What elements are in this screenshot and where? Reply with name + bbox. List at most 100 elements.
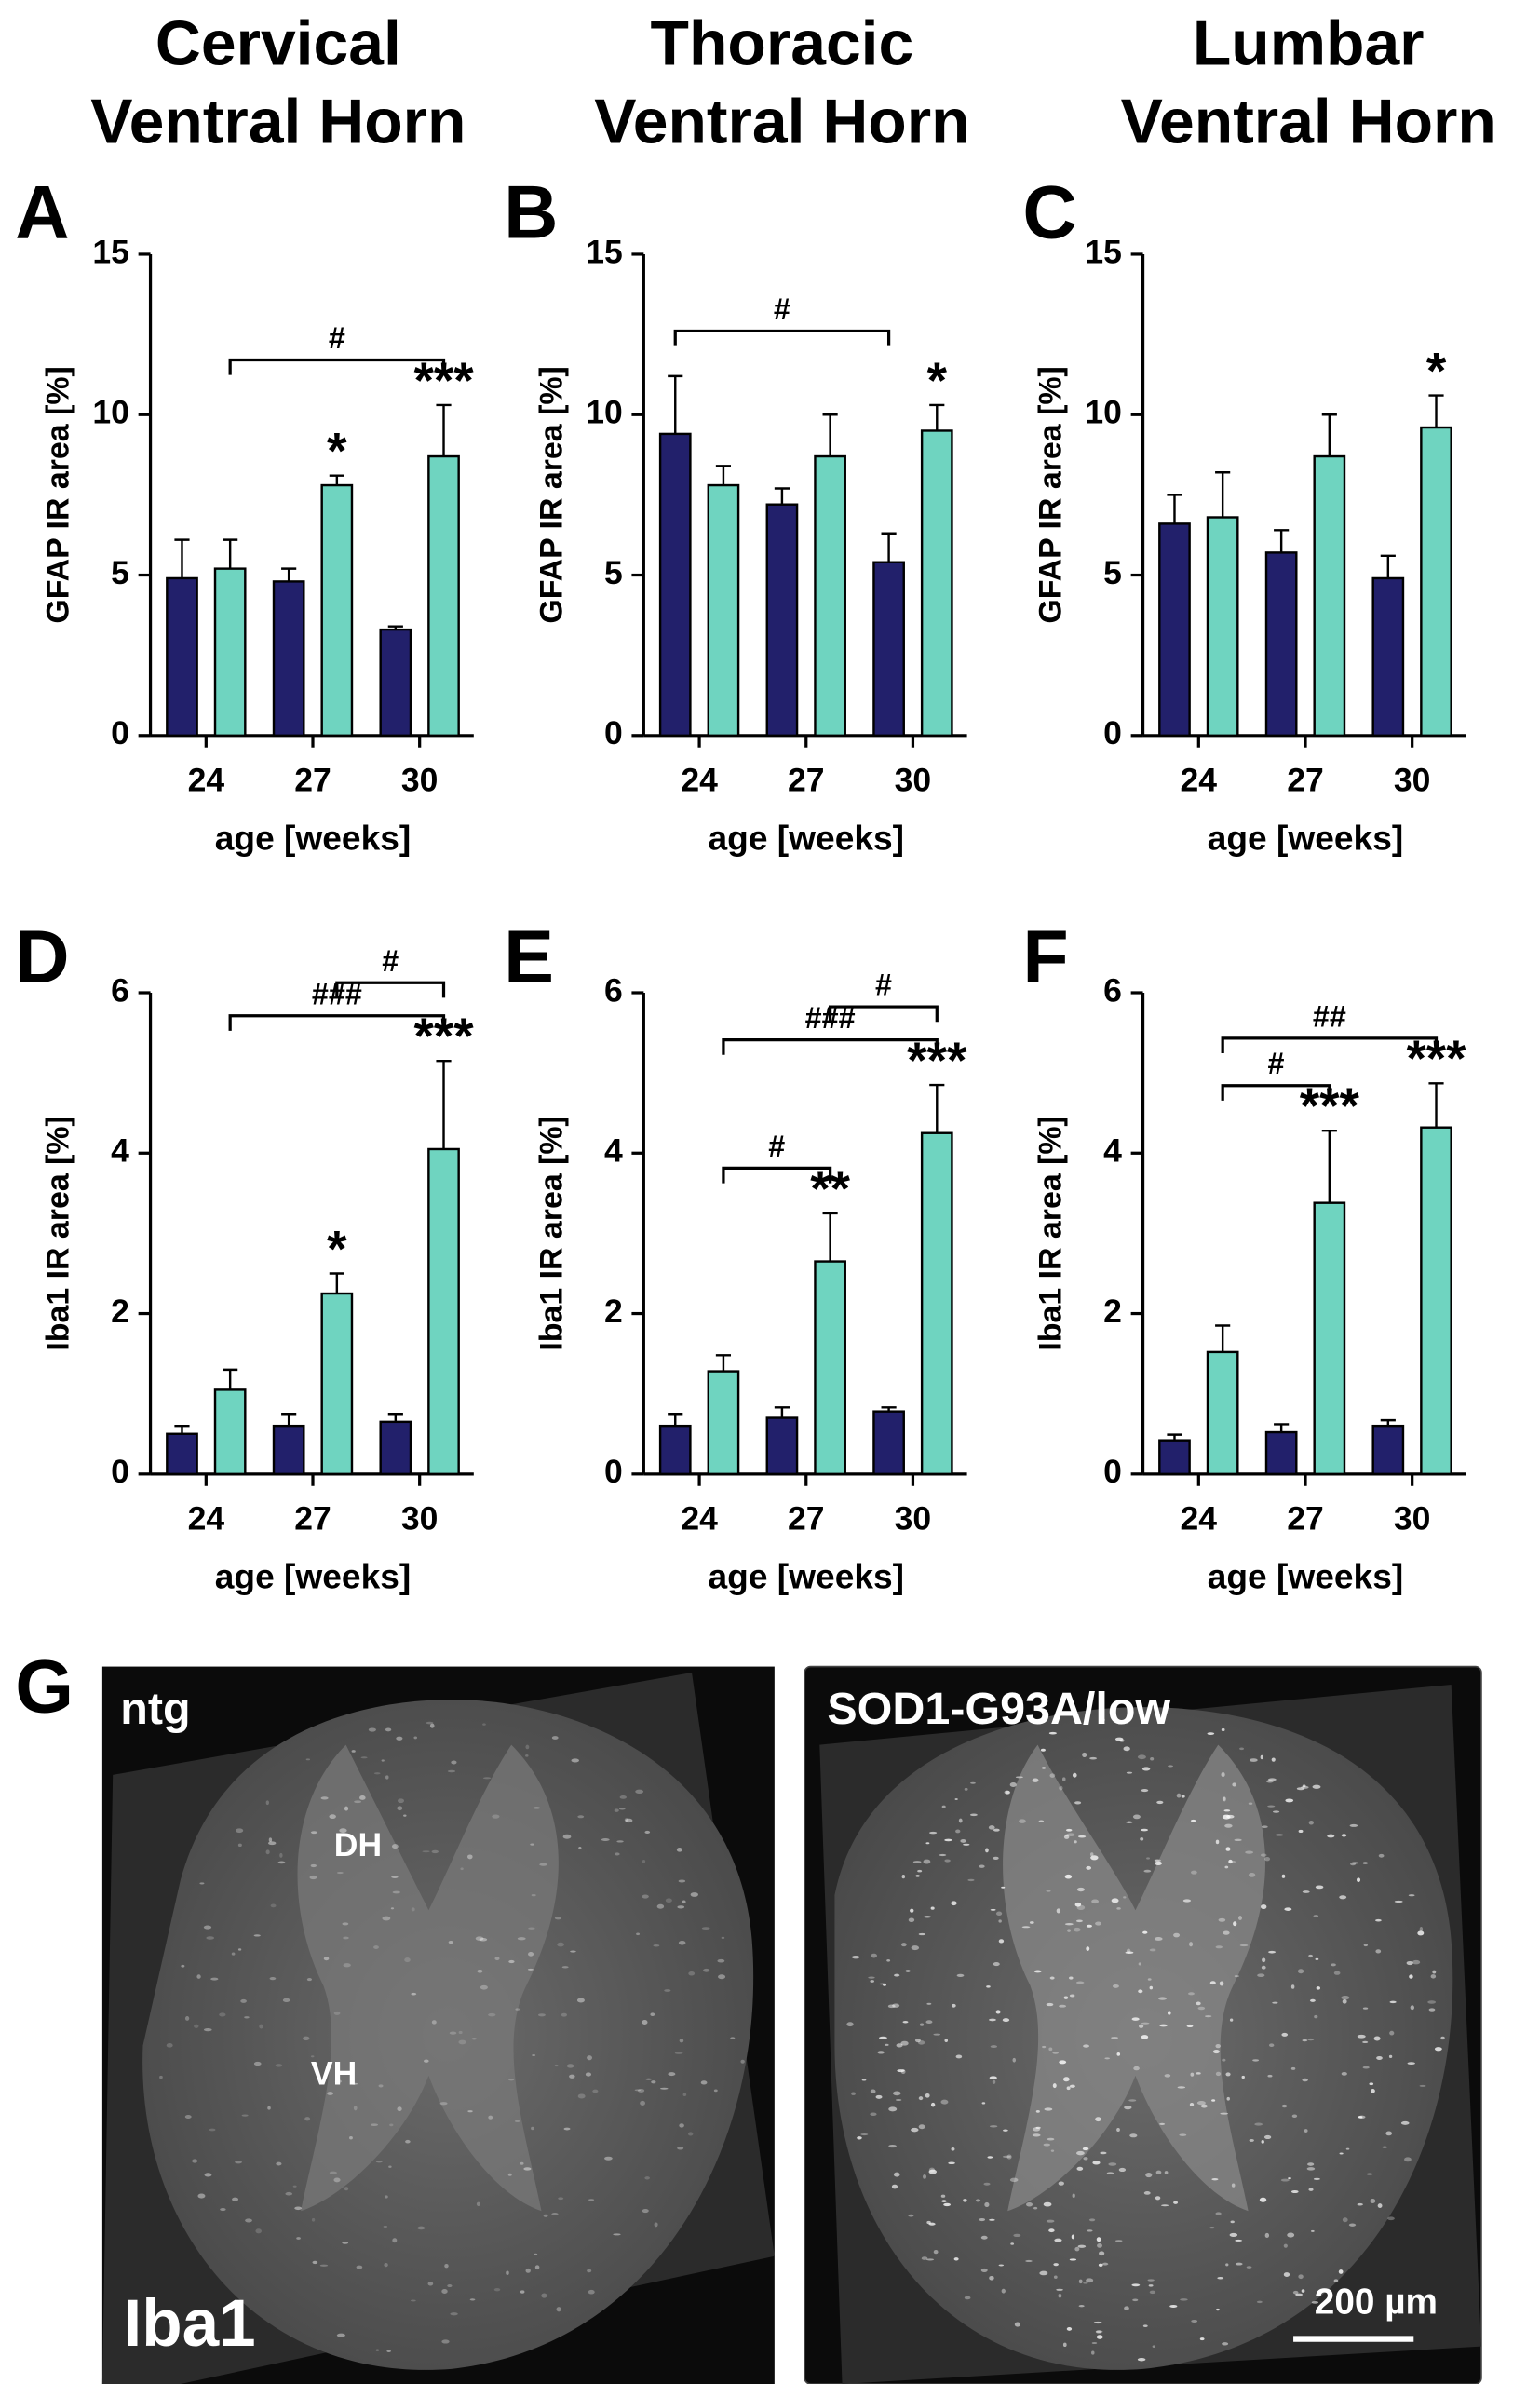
speckle <box>1272 1810 1280 1813</box>
speckle <box>391 1875 399 1878</box>
speckle <box>1249 1758 1258 1762</box>
bracket-label: # <box>1268 1047 1285 1080</box>
speckle <box>981 2102 986 2105</box>
speckle <box>1407 2062 1415 2066</box>
speckle <box>1138 2024 1144 2028</box>
speckle <box>677 2147 684 2150</box>
bar <box>1206 1350 1239 1476</box>
y-tick-label: 0 <box>1103 714 1122 752</box>
speckle <box>389 2123 394 2127</box>
speckle <box>989 2218 995 2221</box>
speckle <box>1104 2057 1110 2060</box>
bar <box>320 483 354 738</box>
speckle <box>1378 1853 1385 1858</box>
speckle <box>1063 1996 1069 1999</box>
speckle <box>893 2172 900 2177</box>
speckle <box>1129 2133 1138 2138</box>
y-axis-label: Iba1 IR area [%] <box>534 1116 569 1351</box>
speckle <box>1311 2300 1319 2304</box>
speckle <box>1261 1825 1268 1829</box>
speckle <box>925 1842 930 1845</box>
speckle <box>857 2136 862 2140</box>
speckle <box>940 2194 946 2198</box>
speckle <box>1052 2052 1059 2054</box>
speckle <box>933 2033 941 2036</box>
speckle <box>1155 2170 1162 2174</box>
speckle <box>253 2061 262 2066</box>
x-tick-label: 24 <box>1181 761 1218 798</box>
speckle <box>350 2082 358 2085</box>
speckle <box>1006 2154 1012 2160</box>
column-header: Thoracic <box>651 9 914 79</box>
panel-letter: B <box>504 171 558 255</box>
y-axis-label: Iba1 IR area [%] <box>41 1116 76 1351</box>
speckle <box>1077 2244 1087 2248</box>
significance-label: * <box>327 422 347 480</box>
speckle <box>508 2079 515 2081</box>
speckle <box>310 1863 317 1868</box>
speckle <box>1056 2288 1063 2291</box>
speckle <box>1204 2015 1212 2018</box>
speckle <box>1147 2279 1155 2282</box>
speckle <box>1215 1839 1220 1845</box>
speckle <box>989 2018 996 2022</box>
speckle <box>1419 2084 1426 2087</box>
speckle <box>911 1945 920 1951</box>
speckle <box>703 1968 710 1972</box>
speckle <box>1298 2274 1304 2280</box>
speckle <box>1412 1959 1421 1965</box>
speckle <box>342 2242 349 2244</box>
speckle <box>1283 2243 1288 2248</box>
speckle <box>451 1760 457 1765</box>
speckle <box>1169 2304 1178 2308</box>
speckle <box>1071 2234 1075 2240</box>
speckle <box>1049 1976 1055 1980</box>
speckle <box>1052 2083 1057 2089</box>
speckle <box>1154 1937 1163 1941</box>
speckle <box>1389 2030 1395 2036</box>
column-header: Lumbar <box>1193 9 1425 79</box>
speckle <box>585 2072 592 2077</box>
speckle <box>900 2040 909 2046</box>
speckle <box>1229 2018 1234 2022</box>
speckle <box>199 1882 205 1885</box>
speckle <box>998 2264 1005 2267</box>
speckle <box>534 2265 540 2270</box>
speckle <box>333 2177 341 2183</box>
speckle <box>1233 1921 1237 1927</box>
speckle <box>1092 2160 1101 2165</box>
speckle <box>1375 1949 1382 1954</box>
speckle <box>1254 2122 1263 2126</box>
speckle <box>1095 2330 1102 2334</box>
speckle <box>312 2260 318 2265</box>
bar <box>1313 454 1346 738</box>
speckle <box>1339 1895 1347 1900</box>
speckle <box>1076 1904 1086 1910</box>
bar <box>379 628 412 738</box>
speckle <box>563 2127 571 2131</box>
speckle <box>447 2284 453 2288</box>
speckle <box>1296 1787 1305 1791</box>
speckle <box>1302 1890 1310 1893</box>
speckle <box>1026 2201 1033 2207</box>
speckle <box>1310 2229 1315 2232</box>
speckle <box>1339 2152 1344 2155</box>
speckle <box>232 2197 239 2201</box>
speckle <box>1048 2228 1055 2233</box>
speckle <box>577 2093 586 2099</box>
speckle <box>558 2197 564 2201</box>
speckle <box>382 1916 391 1921</box>
speckle <box>1133 2066 1140 2071</box>
speckle <box>875 2094 883 2099</box>
speckle <box>1215 2044 1221 2049</box>
speckle <box>983 2182 991 2186</box>
speckle <box>1090 1855 1099 1861</box>
speckle <box>915 1875 920 1877</box>
speckle <box>668 2072 676 2077</box>
speckle <box>636 1932 641 1936</box>
speckle <box>1241 2075 1245 2079</box>
speckle <box>1126 1821 1133 1823</box>
y-tick-label: 2 <box>111 1293 129 1330</box>
speckle <box>1260 1853 1267 1857</box>
speckle <box>1215 1945 1223 1949</box>
